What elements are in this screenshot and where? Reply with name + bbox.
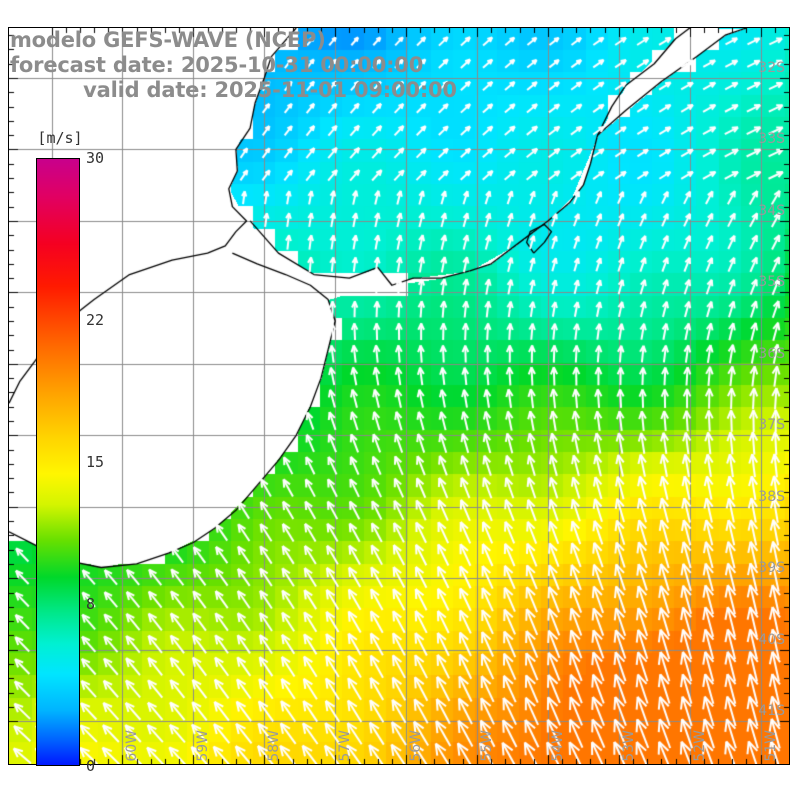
y-axis-tick-label: 37S	[758, 417, 785, 434]
wind-field-canvas[interactable]	[9, 28, 789, 764]
x-axis-tick-label: 54W	[549, 730, 566, 762]
x-axis-tick-label: 56W	[408, 730, 425, 762]
y-axis-tick-label: 39S	[758, 560, 785, 577]
x-axis-tick-label: 53W	[620, 730, 637, 762]
colorbar-tick-label: 22	[86, 311, 105, 330]
y-axis-tick-label: 36S	[758, 345, 785, 362]
colorbar-tick-label: 0	[86, 757, 96, 775]
y-axis-tick-label: 34S	[758, 202, 785, 219]
map-plot-frame[interactable]: 61W60W59W58W57W56W55W54W53W52W51W 32S33S…	[8, 27, 790, 765]
colorbar-unit-label: [m/s]	[37, 129, 83, 147]
y-axis-tick-label: 33S	[758, 131, 785, 148]
x-axis-tick-label: 59W	[195, 730, 212, 762]
colorbar-tick-label: 15	[86, 453, 105, 471]
x-axis-tick-label: 58W	[266, 730, 283, 762]
x-axis-tick-label: 57W	[337, 730, 354, 762]
x-axis-tick-label: 60W	[124, 730, 141, 762]
x-axis-tick-label: 55W	[479, 730, 495, 762]
y-axis-tick-label: 32S	[758, 60, 785, 77]
colorbar[interactable]: [m/s] 30 22 15 8 0	[36, 129, 104, 775]
colorbar-tick-label: 8	[86, 594, 96, 613]
x-axis-tick-label: 51W	[762, 730, 779, 762]
y-axis-tick-label: 40S	[758, 631, 785, 648]
colorbar-tick-label: 30	[86, 149, 105, 167]
y-axis-tick-label: 35S	[758, 274, 785, 291]
colorbar-gradient	[36, 158, 80, 766]
y-axis-tick-label: 41S	[758, 703, 785, 720]
y-axis-tick-label: 38S	[758, 488, 785, 505]
x-axis-tick-label: 52W	[691, 730, 708, 762]
